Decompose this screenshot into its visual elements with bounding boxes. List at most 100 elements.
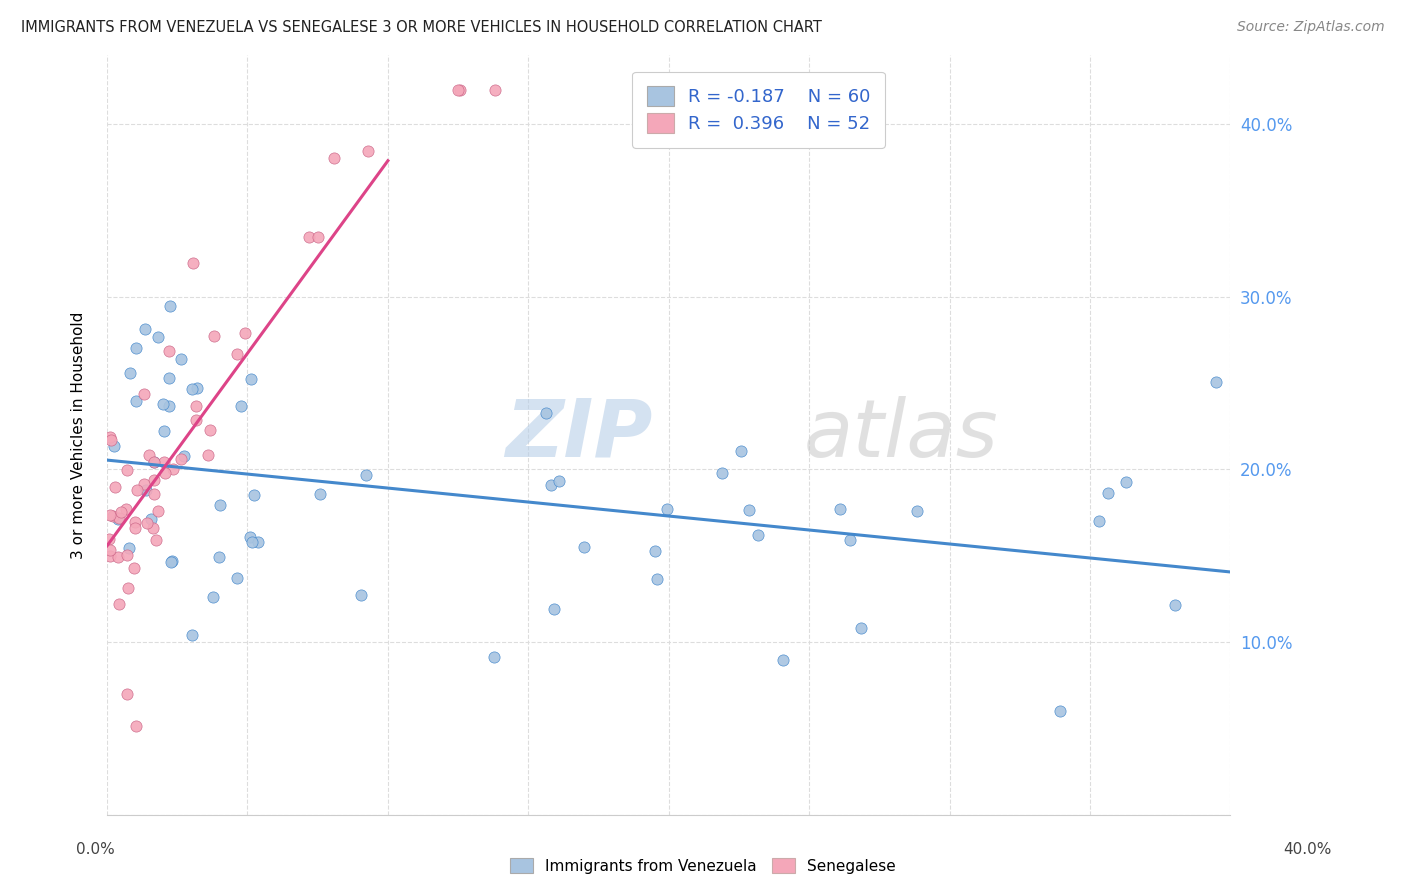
Point xyxy=(240,372,263,386)
Point xyxy=(160,554,183,568)
Point xyxy=(738,503,761,517)
Text: ZIP: ZIP xyxy=(505,396,652,474)
Point xyxy=(197,448,219,462)
Point xyxy=(484,83,506,97)
Point xyxy=(357,145,380,159)
Point xyxy=(132,477,155,491)
Point xyxy=(115,501,138,516)
Point xyxy=(655,501,678,516)
Point xyxy=(323,151,346,165)
Point xyxy=(115,686,138,700)
Point xyxy=(152,397,174,411)
Point xyxy=(208,550,231,565)
Point xyxy=(354,468,377,483)
Point xyxy=(1164,598,1187,612)
Point xyxy=(186,381,208,395)
Point xyxy=(108,511,131,525)
Point xyxy=(170,451,193,466)
Point xyxy=(124,516,146,530)
Point xyxy=(543,601,565,615)
Point xyxy=(135,483,157,497)
Point xyxy=(153,466,176,480)
Point xyxy=(229,400,252,414)
Point xyxy=(157,343,180,358)
Point xyxy=(143,486,166,500)
Y-axis label: 3 or more Vehicles in Household: 3 or more Vehicles in Household xyxy=(72,311,86,558)
Point xyxy=(181,383,204,397)
Point xyxy=(122,561,145,575)
Point xyxy=(447,83,470,97)
Point xyxy=(711,467,734,481)
Point xyxy=(170,351,193,366)
Point xyxy=(242,488,264,502)
Point xyxy=(246,535,269,549)
Point xyxy=(148,503,170,517)
Point xyxy=(449,83,471,97)
Point xyxy=(138,448,160,462)
Point xyxy=(136,516,159,531)
Point xyxy=(239,530,262,544)
Point xyxy=(772,653,794,667)
Point xyxy=(173,450,195,464)
Point xyxy=(1115,475,1137,489)
Point xyxy=(153,455,176,469)
Point xyxy=(108,598,131,612)
Point xyxy=(181,256,204,270)
Point xyxy=(235,326,257,340)
Point xyxy=(124,521,146,535)
Point xyxy=(202,328,225,343)
Point xyxy=(125,719,148,733)
Point xyxy=(905,504,928,518)
Text: IMMIGRANTS FROM VENEZUELA VS SENEGALESE 3 OR MORE VEHICLES IN HOUSEHOLD CORRELAT: IMMIGRANTS FROM VENEZUELA VS SENEGALESE … xyxy=(21,20,823,35)
Point xyxy=(104,479,127,493)
Point xyxy=(536,406,558,420)
Point xyxy=(125,394,148,409)
Point xyxy=(350,588,373,602)
Point xyxy=(298,230,321,244)
Point xyxy=(100,433,122,447)
Point xyxy=(134,321,156,335)
Point xyxy=(574,540,596,554)
Point xyxy=(1097,485,1119,500)
Point xyxy=(830,501,852,516)
Point xyxy=(125,341,148,355)
Point xyxy=(184,413,207,427)
Point xyxy=(98,508,121,523)
Point xyxy=(1088,514,1111,528)
Point xyxy=(184,399,207,413)
Point xyxy=(181,628,204,642)
Point xyxy=(107,549,129,564)
Point xyxy=(308,487,330,501)
Point xyxy=(98,543,121,558)
Point xyxy=(202,591,225,605)
Point xyxy=(100,430,122,444)
Text: Source: ZipAtlas.com: Source: ZipAtlas.com xyxy=(1237,20,1385,34)
Point xyxy=(97,533,120,547)
Point xyxy=(162,462,184,476)
Point xyxy=(160,555,183,569)
Point xyxy=(157,399,180,413)
Point xyxy=(98,549,121,563)
Point xyxy=(146,330,169,344)
Point xyxy=(1049,704,1071,718)
Point xyxy=(225,571,247,585)
Point xyxy=(157,371,180,385)
Point xyxy=(225,347,247,361)
Point xyxy=(647,572,669,586)
Point xyxy=(730,443,752,458)
Point xyxy=(838,533,860,548)
Point xyxy=(117,581,139,595)
Point xyxy=(849,621,872,635)
Legend: Immigrants from Venezuela, Senegalese: Immigrants from Venezuela, Senegalese xyxy=(503,852,903,880)
Text: 40.0%: 40.0% xyxy=(1284,842,1331,856)
Text: 0.0%: 0.0% xyxy=(76,842,115,856)
Point xyxy=(548,475,571,489)
Point xyxy=(209,498,232,512)
Point xyxy=(143,455,166,469)
Point xyxy=(132,387,155,401)
Point xyxy=(644,544,666,558)
Point xyxy=(110,505,132,519)
Point xyxy=(118,366,141,380)
Point xyxy=(153,424,176,438)
Point xyxy=(142,521,165,535)
